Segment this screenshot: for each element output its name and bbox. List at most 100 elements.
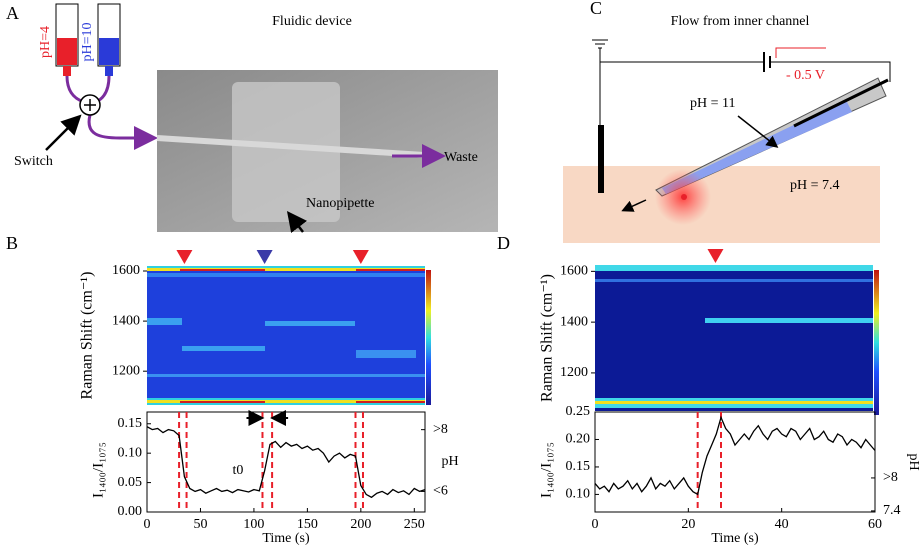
plot-frame [594, 411, 876, 513]
heatmap-band [595, 279, 873, 282]
y2-axis-title: pH [906, 453, 921, 470]
device-chip [232, 82, 340, 222]
x-tick-label: 50 [193, 517, 207, 532]
heatmap-band [182, 346, 265, 351]
syringe-fill [99, 38, 119, 65]
x-tick-label: 60 [868, 517, 882, 532]
arrow [45, 114, 82, 151]
bath [563, 166, 880, 243]
panel-label: D [497, 233, 510, 253]
annotation: t0 [232, 463, 243, 478]
heatmap-band [595, 265, 873, 271]
heatmap-band [356, 401, 425, 403]
y-axis-title: Raman Shift (cm⁻¹) [79, 272, 96, 400]
heatmap-band [180, 401, 265, 403]
heatmap-b-image [147, 266, 431, 405]
switch-plus [84, 99, 96, 111]
colorbar [874, 270, 879, 415]
y-tick-label: 1600 [112, 263, 140, 278]
panel-title: Fluidic device [272, 14, 352, 29]
waste-label: Waste [444, 150, 478, 165]
heatmap-d-image [595, 265, 879, 415]
heatmap-band [147, 374, 425, 377]
syringe-label: pH=4 [38, 26, 53, 58]
x-tick-label: 150 [297, 517, 318, 532]
nanopipette-label: Nanopipette [306, 196, 374, 211]
ph-bath-label: pH = 7.4 [790, 178, 840, 193]
battery [763, 52, 771, 72]
x-axis-title: Time (s) [262, 531, 310, 546]
y2-axis-title: pH [441, 454, 458, 469]
x-tick-label: 200 [350, 517, 371, 532]
wire [600, 61, 891, 82]
y-tick-label: 0.15 [118, 416, 143, 431]
y-tick-label: 0.20 [566, 432, 591, 447]
colorbar [426, 270, 431, 405]
marker-triangle [176, 250, 193, 264]
heatmap-band [595, 401, 873, 404]
marker-triangle [707, 249, 724, 263]
panel-title: Flow from inner channel [671, 14, 810, 29]
x-tick-label: 0 [592, 517, 599, 532]
heatmap-band [265, 321, 355, 326]
ground [592, 39, 608, 125]
voltage-label: - 0.5 V [786, 68, 825, 83]
marker-triangle [256, 250, 273, 264]
heatmap-band [356, 269, 425, 271]
y2-tick-label: >8 [883, 470, 898, 485]
y-tick-label: 1200 [560, 365, 588, 380]
heatmap-band [147, 400, 425, 403]
syringe-label: pH=10 [80, 22, 95, 61]
y-tick-label: 0.05 [118, 475, 143, 490]
syringe-fill [57, 38, 77, 65]
arrow [621, 199, 647, 212]
panel-label: B [6, 233, 18, 253]
heatmap-bg [595, 265, 873, 411]
panel-a: A Fluidic device pH=4 pH=10 Switch Waste… [6, 3, 498, 233]
bracket [775, 47, 826, 58]
x-tick-label: 40 [775, 517, 789, 532]
x-tick-label: 0 [144, 517, 151, 532]
x-tick-label: 20 [681, 517, 695, 532]
heatmap-band [180, 269, 265, 271]
data-line [146, 426, 426, 499]
y-tick-label: 0.00 [118, 504, 143, 519]
x-tick-label: 100 [243, 517, 264, 532]
y-tick-label: 1600 [560, 264, 588, 279]
y-axis-title: Raman Shift (cm⁻¹) [539, 274, 556, 402]
heatmap-band [147, 318, 182, 325]
panel-label: A [6, 3, 19, 23]
focus-spot [681, 194, 687, 200]
plot-frame [146, 411, 426, 513]
heatmap-band [147, 268, 425, 271]
y-tick-label: 1400 [112, 313, 140, 328]
arrow [737, 115, 779, 148]
y-axis-title: I₁₄₀₀/I₁₀₇₅ [538, 442, 554, 498]
y-tick-label: 1400 [560, 314, 588, 329]
x-tick-label: 250 [404, 517, 425, 532]
marker-triangle [352, 250, 369, 264]
y-tick-label: 0.10 [566, 487, 591, 502]
y2-tick-label: 7.4 [883, 503, 901, 518]
inner-electrode [793, 78, 889, 128]
x-axis-title: Time (s) [711, 531, 759, 546]
electrode [598, 125, 604, 193]
syringe-tip [63, 66, 71, 76]
pipette-channel [662, 100, 852, 194]
panel-c: C Flow from inner channel - 0.5 V pH = 1… [563, 0, 891, 243]
arrow [286, 211, 308, 233]
heatmap-band [147, 273, 425, 277]
heatmap-band [356, 350, 416, 358]
heatmap-band [705, 318, 873, 323]
syringe-tip [105, 66, 113, 76]
heatmap-bg [147, 266, 425, 405]
y-tick-label: 0.10 [118, 445, 143, 460]
switch-label: Switch [14, 154, 53, 169]
y-tick-label: 0.15 [566, 459, 591, 474]
y2-tick-label: <6 [433, 484, 448, 499]
ph-inner-label: pH = 11 [690, 96, 736, 111]
y-axis-title: I₁₄₀₀/I₁₀₇₅ [90, 442, 106, 498]
y2-tick-label: >8 [433, 422, 448, 437]
